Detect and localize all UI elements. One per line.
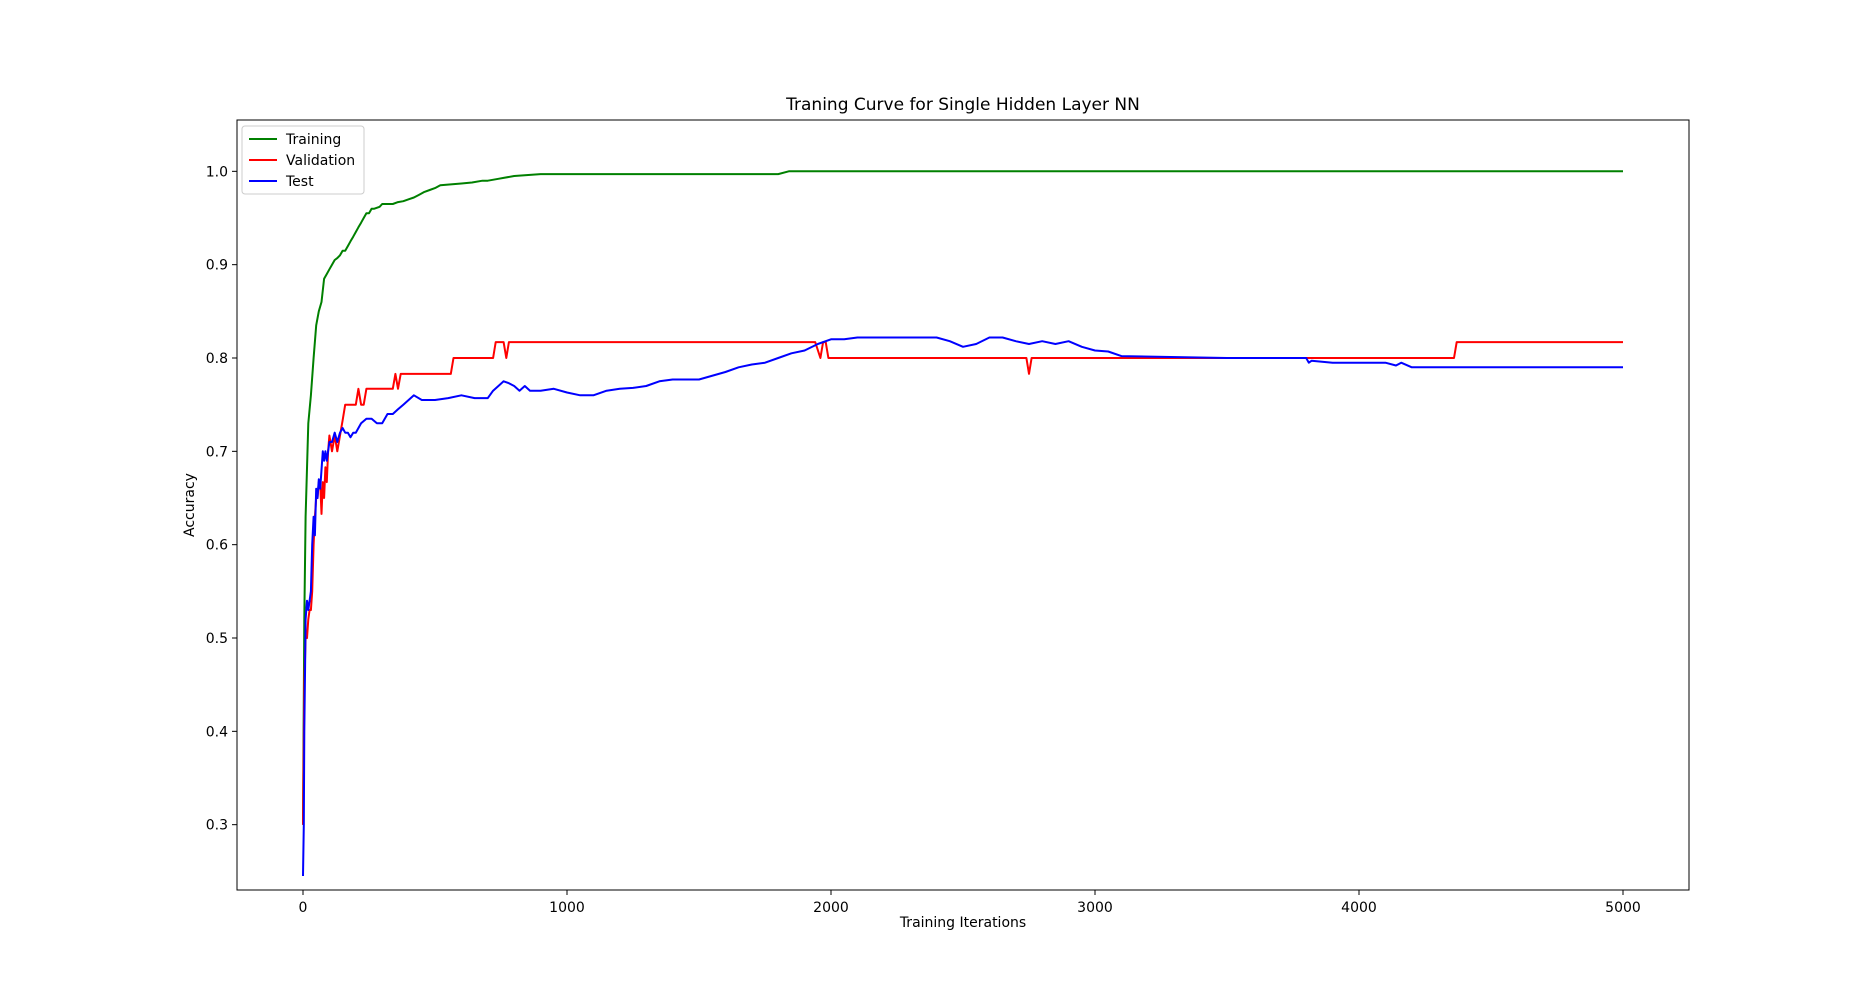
y-axis-title: Accuracy [182, 473, 198, 537]
y-axis-ticks: 0.3 0.4 0.5 0.6 0.7 0.8 0.9 1.0 [206, 164, 237, 834]
y-tick-label: 0.9 [206, 258, 228, 274]
y-tick-label: 0.6 [206, 538, 228, 554]
y-tick-label: 0.7 [206, 444, 228, 460]
x-tick-label: 3000 [1077, 900, 1113, 916]
series-line-training [302, 170, 1623, 825]
plot-frame [236, 119, 1690, 891]
y-tick-label: 0.5 [206, 631, 228, 647]
chart-title: Traning Curve for Single Hidden Layer NN [785, 95, 1140, 115]
series-line-test [302, 336, 1623, 877]
legend-label-validation: Validation [286, 153, 355, 169]
y-tick-label: 1.0 [206, 164, 228, 180]
legend-label-training: Training [285, 132, 341, 148]
x-axis-title: Training Iterations [899, 915, 1026, 931]
series-line-validation [302, 341, 1623, 825]
x-tick-label: 1000 [549, 900, 585, 916]
y-tick-label: 0.4 [206, 724, 228, 740]
legend-box [241, 125, 365, 195]
x-tick-label: 2000 [813, 900, 849, 916]
series-layer [302, 170, 1623, 877]
plot-area: 0 1000 2000 3000 4000 5000 0.3 0.4 0.5 0.6 0.7 0.8… [206, 119, 1690, 916]
y-tick-label: 0.8 [206, 351, 228, 367]
y-tick-label: 0.3 [206, 818, 228, 834]
x-tick-label: 5000 [1605, 900, 1641, 916]
x-axis-ticks: 0 1000 2000 3000 4000 5000 [299, 890, 1641, 916]
x-tick-label: 4000 [1341, 900, 1377, 916]
legend: Training Validation Test [241, 125, 365, 195]
legend-label-test: Test [285, 174, 314, 190]
x-tick-label: 0 [299, 900, 308, 916]
